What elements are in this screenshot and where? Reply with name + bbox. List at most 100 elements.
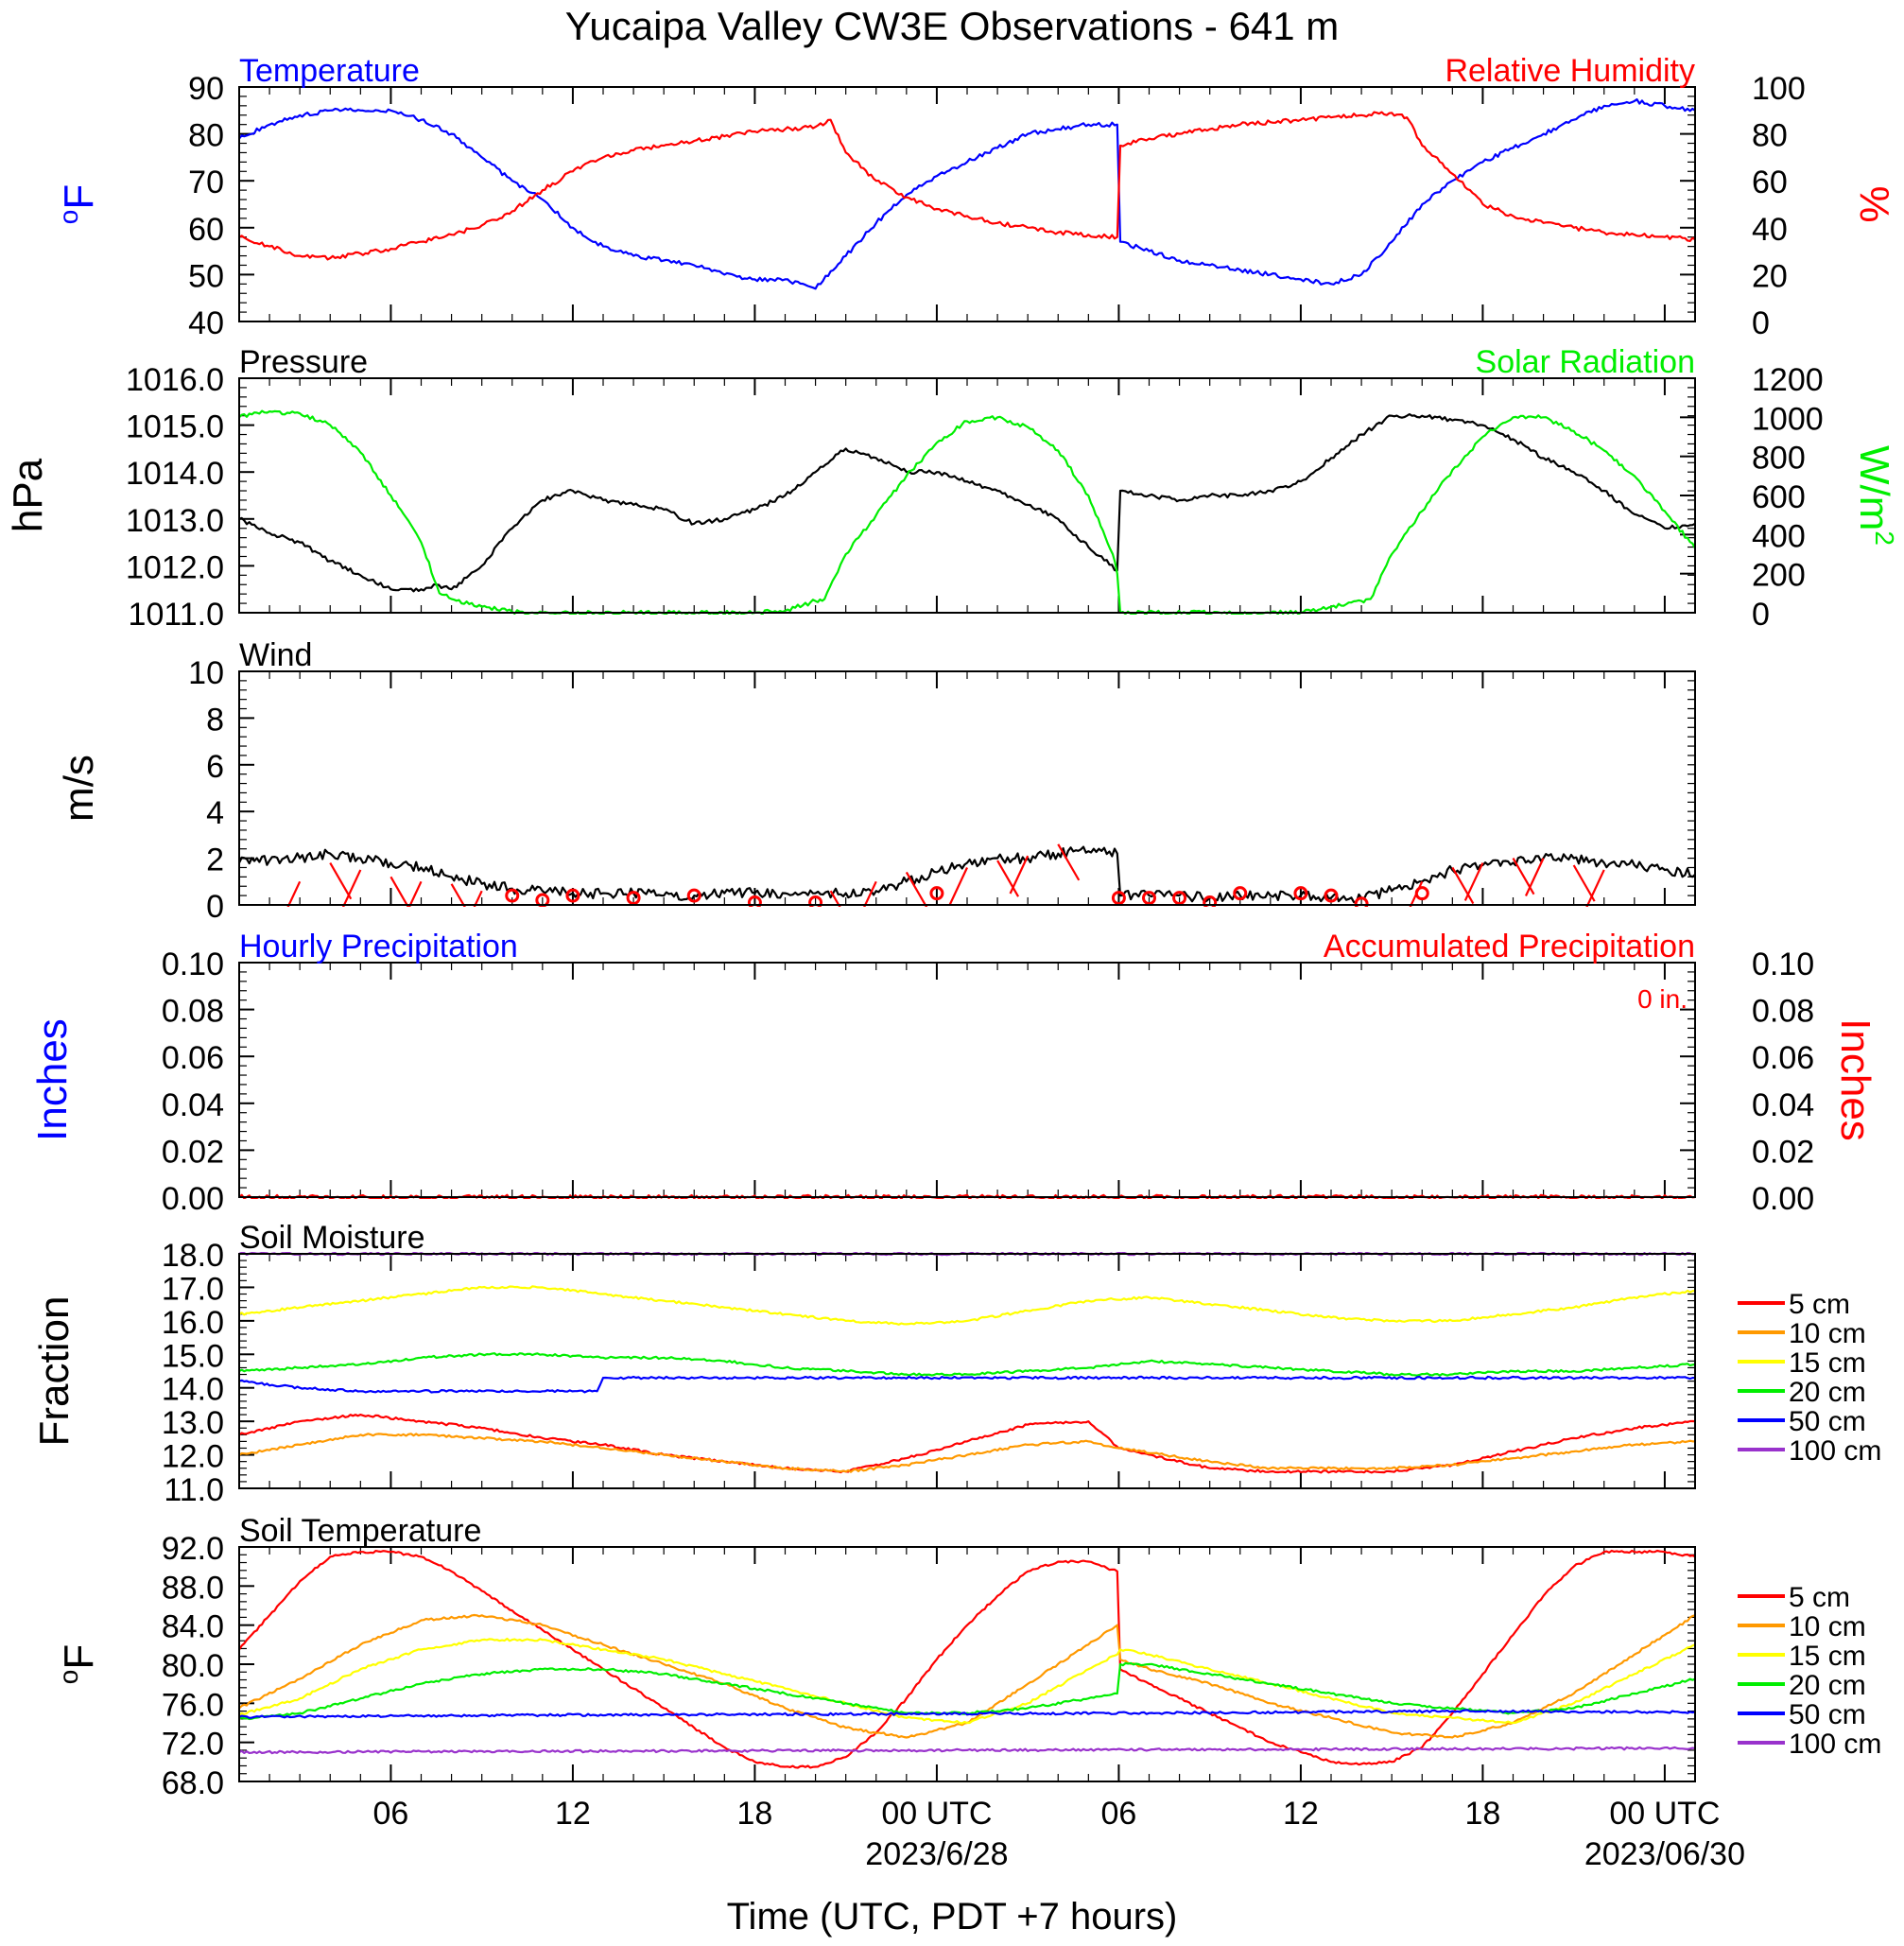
series-relative-humidity (239, 111, 1695, 261)
x-axis-labels: 06 12 18 00 UTC 06 12 18 00 UTC 2023/6/28 2023/06… (373, 1796, 1745, 1872)
calm-wind-circle (808, 895, 823, 907)
series-10-cm (239, 1433, 1695, 1473)
y-tick-label-left: 8 (206, 702, 224, 738)
y-tick-label-left: 50 (188, 258, 224, 294)
y-tick-label-left: 17.0 (162, 1271, 224, 1307)
wind-barb (1585, 869, 1605, 907)
y-tick-label-left: 0.04 (162, 1087, 224, 1123)
plot-area-soil-moisture (239, 1252, 1695, 1474)
wind-barb (1451, 866, 1475, 905)
calm-wind-circle (1111, 891, 1126, 906)
series-solar-radiation (239, 409, 1695, 615)
y-tick-label-left: 88.0 (162, 1570, 224, 1606)
panel-frame (238, 86, 1696, 322)
panel-soil-temperature: 68.072.0 76.080.084.088.092.0 Soil Tempera… (54, 1513, 1881, 1801)
wind-barb (329, 861, 353, 900)
y-axis-label-left: m/s (56, 755, 102, 822)
series-100-cm (239, 1746, 1695, 1755)
wind-barb (1524, 858, 1545, 896)
series-15-cm (239, 1637, 1695, 1725)
legend-label: 5 cm (1789, 1582, 1850, 1613)
y-tick-label-left: 1013.0 (126, 503, 224, 539)
y-tick-label-left: 2 (206, 843, 224, 878)
x-tick-label: 18 (1465, 1796, 1501, 1832)
y-tick-label-left: 70 (188, 165, 224, 200)
y-axis-label-left: oF (54, 1644, 102, 1684)
wind-barb (450, 883, 466, 907)
calm-wind-circle (1293, 886, 1308, 901)
plot-area-soil-temperature (239, 1549, 1695, 1769)
chart-title: Yucaipa Valley CW3E Observations - 641 m (565, 4, 1340, 48)
y-tick-label-right: 800 (1752, 441, 1806, 477)
legend-label: 15 cm (1789, 1641, 1866, 1672)
panel-temperature-humidity: 40 50 60 70 80 90 0 20 40 60 80 100 Temperature Relat… (54, 53, 1897, 341)
calm-wind-circle (929, 886, 944, 901)
y-tick-label-left: 15.0 (162, 1338, 224, 1374)
wind-barb (996, 860, 1020, 897)
wind-barb (863, 880, 877, 907)
x-tick-label: 06 (373, 1796, 409, 1832)
y-axis-label-left: Inches (29, 1018, 76, 1141)
precip-total-annotation: 0 in. (1637, 984, 1688, 1014)
y-tick-label-left: 80.0 (162, 1648, 224, 1684)
y-tick-label-left: 16.0 (162, 1305, 224, 1341)
calm-wind-circle (686, 888, 701, 903)
y-tick-label-right: 1200 (1752, 362, 1824, 398)
y-tick-label-left: 1016.0 (126, 362, 224, 398)
legend-label: 10 cm (1789, 1611, 1866, 1642)
panel-frame (238, 670, 1696, 906)
legend-label: 20 cm (1789, 1377, 1866, 1408)
wind-barb (1572, 864, 1596, 902)
y-tick-label-right: 0 (1752, 305, 1770, 341)
wind-barb (905, 871, 928, 907)
panel-pressure-solar: 1011.0 1012.0 1013.0 1014.0 1015.0 1016.0 0200… (5, 344, 1899, 633)
wind-barb (341, 869, 362, 907)
y-tick-label-right: 60 (1752, 165, 1788, 200)
x-axis-label: Time (UTC, PDT +7 hours) (727, 1896, 1178, 1937)
y-tick-label-right: 80 (1752, 118, 1788, 154)
x-date-label: 2023/06/30 (1584, 1836, 1745, 1872)
y-tick-label-left: 40 (188, 305, 224, 341)
y-tick-label-left: 72.0 (162, 1727, 224, 1763)
y-tick-label-right: 0.02 (1752, 1134, 1814, 1170)
y-tick-label-left: 76.0 (162, 1687, 224, 1723)
y-tick-label-right: 100 (1752, 71, 1806, 107)
y-tick-label-right: 0.00 (1752, 1181, 1814, 1217)
wind-barb (1057, 843, 1081, 881)
calm-wind-circle (1324, 888, 1339, 903)
y-tick-label-left: 92.0 (162, 1531, 224, 1567)
y-tick-label-right: 40 (1752, 212, 1788, 248)
y-tick-label-left: 80 (188, 118, 224, 154)
legend-label: 10 cm (1789, 1318, 1866, 1349)
series-15-cm (239, 1285, 1695, 1326)
calm-wind-circle (1172, 891, 1187, 906)
calm-wind-circle (565, 888, 580, 903)
calm-wind-circle (626, 891, 641, 906)
y-tick-label-left: 60 (188, 212, 224, 248)
x-tick-label: 12 (555, 1796, 591, 1832)
y-axis-label-left: oF (54, 184, 102, 224)
y-tick-label-right: 200 (1752, 558, 1806, 594)
panel-title-left: Pressure (239, 344, 368, 380)
series-50-cm (239, 1375, 1695, 1394)
y-axis-label-right: W/m2 (1851, 445, 1899, 546)
y-axis-label-left: hPa (5, 458, 51, 532)
calm-wind-circle (1233, 886, 1248, 901)
x-tick-label: 12 (1283, 1796, 1319, 1832)
y-tick-label-left: 1014.0 (126, 456, 224, 492)
y-tick-label-right: 0.10 (1752, 947, 1814, 982)
panel-wind: 0 2 4 6 8 10 Wind m/s (56, 637, 1696, 925)
calm-wind-circle (747, 895, 762, 907)
panel-frame (238, 377, 1696, 614)
y-tick-label-left: 11.0 (164, 1472, 224, 1508)
panel-soil-moisture: 11.012.013.014.015.016.017.018.0 Soil Moi… (31, 1220, 1881, 1508)
wind-barb (286, 880, 302, 907)
series-5-cm (239, 1549, 1695, 1769)
y-axis-label-left: Fraction (31, 1296, 78, 1447)
panel-frame (238, 962, 1696, 1198)
y-tick-label-left: 10 (188, 655, 224, 691)
y-tick-label-left: 68.0 (162, 1765, 224, 1801)
series-pressure (239, 413, 1695, 593)
